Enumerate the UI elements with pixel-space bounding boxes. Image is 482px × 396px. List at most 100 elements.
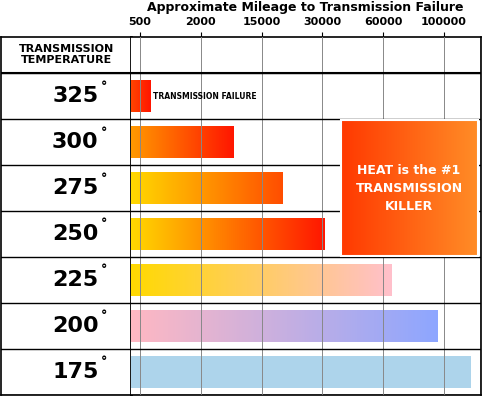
Bar: [365, 120, 366, 256]
Bar: [197, 172, 198, 204]
Bar: [425, 120, 426, 256]
Bar: [368, 356, 369, 388]
Bar: [140, 218, 141, 250]
Bar: [239, 218, 240, 250]
Bar: [419, 356, 420, 388]
Bar: [328, 264, 329, 296]
Bar: [469, 356, 470, 388]
Bar: [399, 356, 400, 388]
Bar: [279, 310, 281, 342]
Bar: [397, 120, 398, 256]
Bar: [225, 172, 226, 204]
Bar: [317, 218, 318, 250]
Bar: [335, 264, 336, 296]
Bar: [383, 356, 384, 388]
Bar: [243, 356, 244, 388]
Bar: [434, 356, 435, 388]
Bar: [270, 310, 271, 342]
Bar: [265, 172, 266, 204]
Bar: [159, 172, 160, 204]
Bar: [147, 172, 148, 204]
Bar: [238, 310, 240, 342]
Bar: [348, 310, 349, 342]
Bar: [151, 172, 152, 204]
Bar: [189, 218, 190, 250]
Bar: [168, 310, 169, 342]
Bar: [291, 264, 292, 296]
Bar: [477, 120, 478, 256]
Bar: [456, 120, 457, 256]
Bar: [423, 120, 424, 256]
Bar: [202, 310, 203, 342]
Bar: [220, 172, 221, 204]
Bar: [263, 264, 264, 296]
Bar: [281, 218, 282, 250]
Bar: [415, 310, 416, 342]
Bar: [226, 218, 227, 250]
Bar: [446, 120, 447, 256]
Bar: [362, 310, 363, 342]
Bar: [192, 310, 193, 342]
Bar: [257, 356, 258, 388]
Bar: [452, 120, 453, 256]
Bar: [391, 264, 392, 296]
Bar: [282, 310, 283, 342]
Bar: [412, 310, 413, 342]
Bar: [355, 264, 356, 296]
Bar: [418, 310, 420, 342]
Bar: [432, 310, 433, 342]
Bar: [214, 356, 215, 388]
Bar: [385, 356, 386, 388]
Bar: [180, 356, 181, 388]
Bar: [243, 264, 244, 296]
Bar: [315, 356, 316, 388]
Bar: [428, 120, 429, 256]
Bar: [418, 120, 419, 256]
Bar: [342, 310, 343, 342]
Bar: [279, 356, 280, 388]
Bar: [277, 172, 278, 204]
Bar: [149, 356, 150, 388]
Bar: [402, 310, 403, 342]
Bar: [232, 172, 233, 204]
Bar: [131, 218, 132, 250]
Bar: [373, 356, 374, 388]
Bar: [203, 218, 204, 250]
Bar: [252, 264, 253, 296]
Bar: [310, 310, 311, 342]
Bar: [287, 264, 288, 296]
Bar: [287, 310, 289, 342]
Bar: [152, 356, 153, 388]
Bar: [135, 172, 136, 204]
Text: 275: 275: [52, 178, 98, 198]
Bar: [425, 356, 426, 388]
Bar: [277, 356, 279, 388]
Bar: [247, 356, 248, 388]
Bar: [184, 310, 185, 342]
Bar: [423, 356, 424, 388]
Bar: [275, 172, 276, 204]
Bar: [434, 120, 435, 256]
Bar: [191, 264, 192, 296]
Bar: [434, 310, 435, 342]
Bar: [236, 264, 237, 296]
Bar: [254, 356, 256, 388]
Bar: [295, 264, 296, 296]
Bar: [333, 264, 334, 296]
Bar: [197, 356, 198, 388]
Bar: [186, 310, 187, 342]
Bar: [414, 120, 415, 256]
Bar: [285, 218, 286, 250]
Bar: [245, 356, 247, 388]
Bar: [327, 310, 328, 342]
Bar: [273, 172, 274, 204]
Bar: [232, 218, 233, 250]
Bar: [334, 356, 335, 388]
Bar: [197, 310, 199, 342]
Bar: [249, 356, 250, 388]
Bar: [149, 310, 150, 342]
Bar: [290, 356, 291, 388]
Bar: [139, 310, 140, 342]
Bar: [242, 356, 243, 388]
Bar: [386, 120, 387, 256]
